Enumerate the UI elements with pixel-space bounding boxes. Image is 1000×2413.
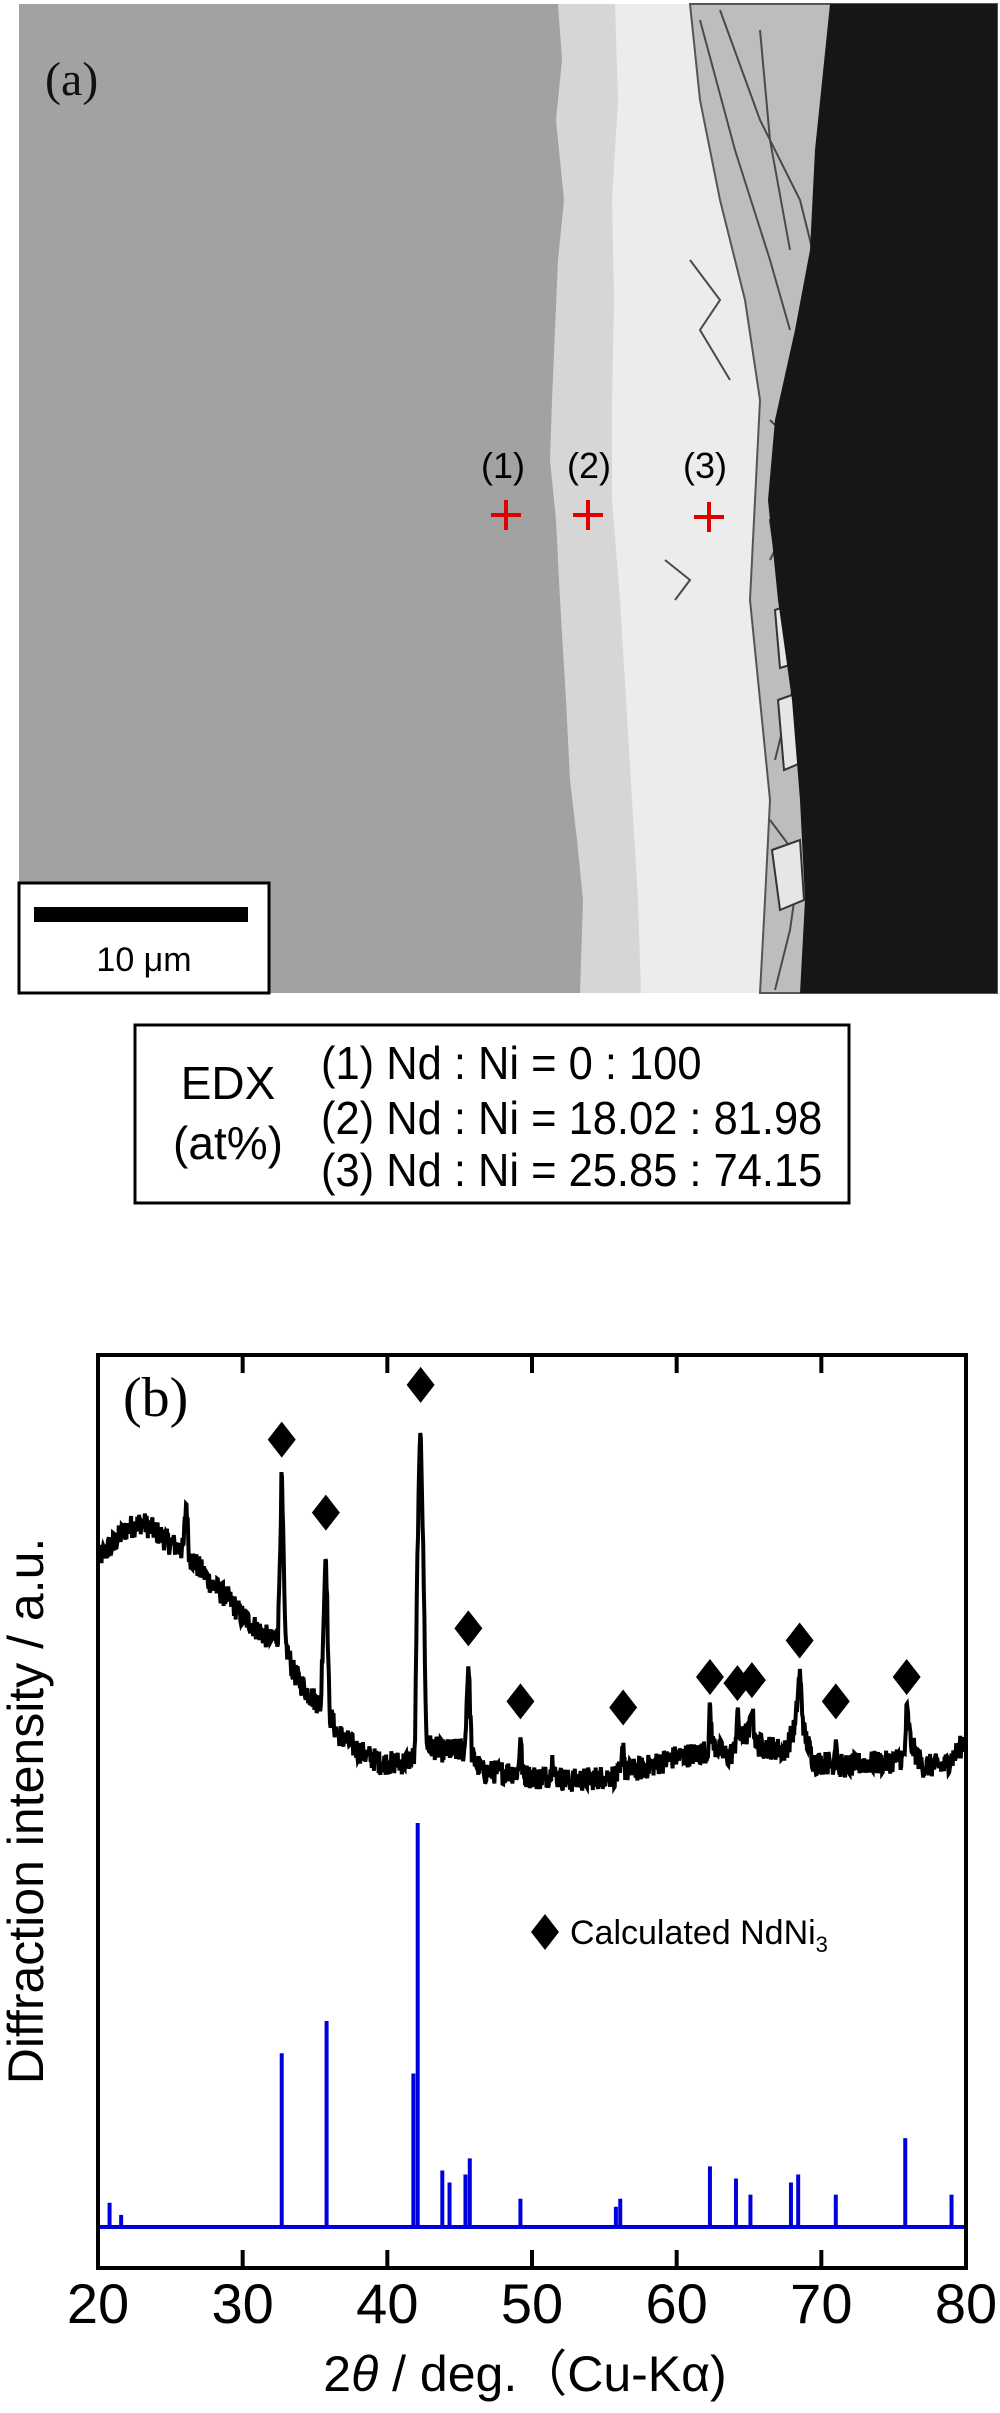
point-1-label: (1) <box>481 445 525 486</box>
point-2-label: (2) <box>567 445 611 486</box>
x-tick-label: 20 <box>67 2272 129 2335</box>
x-tick-label: 60 <box>646 2272 708 2335</box>
x-tick-label: 50 <box>501 2272 563 2335</box>
peak-diamond-icon <box>267 1421 296 1458</box>
peak-diamond-icon <box>454 1610 483 1647</box>
scale-bar-line <box>34 907 248 922</box>
peak-diamond-icon <box>892 1659 921 1696</box>
legend-label: Calculated NdNi3 <box>570 1914 828 1957</box>
edx-box: EDX (at%) (1) Nd : Ni = 0 : 100 (2) Nd :… <box>133 1023 851 1205</box>
point-3-group: (3) <box>683 445 727 532</box>
x-tick-label: 80 <box>935 2272 997 2335</box>
x-tick-label: 70 <box>790 2272 852 2335</box>
point-2-group: (2) <box>567 445 611 530</box>
edx-title: EDX <box>181 1057 276 1109</box>
edx-unit: (at%) <box>173 1117 283 1169</box>
peak-diamond-icon <box>821 1683 850 1720</box>
panel-b-label: (b) <box>123 1367 188 1429</box>
peak-diamond-icon <box>506 1683 535 1720</box>
peak-diamond-icon <box>695 1659 724 1696</box>
peak-diamond-icon <box>737 1662 766 1699</box>
peak-diamond-icon <box>785 1622 814 1659</box>
legend-subscript: 3 <box>816 1932 828 1957</box>
legend: Calculated NdNi3 <box>531 1914 828 1957</box>
edx-line-1: (1) Nd : Ni = 0 : 100 <box>321 1038 702 1089</box>
legend-text: Calculated NdNi <box>570 1914 816 1952</box>
peak-diamond-icon <box>406 1366 435 1403</box>
x-tick-label: 40 <box>356 2272 418 2335</box>
calculated-pattern <box>98 1823 966 2229</box>
edx-line-3: (3) Nd : Ni = 25.85 : 74.15 <box>321 1145 822 1196</box>
sem-image: (a) (1) (2) (3) 10 μm <box>17 3 998 995</box>
peak-diamond-icon <box>609 1689 638 1726</box>
scale-bar-label: 10 μm <box>96 941 191 979</box>
x-ticks <box>240 1355 824 2268</box>
x-axis-label: 2θ / deg.（Cu-Kα) <box>323 2346 726 2402</box>
point-3-plus-icon <box>694 502 724 532</box>
dark-region <box>768 4 997 993</box>
legend-diamond-icon <box>531 1914 559 1950</box>
panel-a-label: (a) <box>45 53 98 106</box>
point-1-group: (1) <box>481 445 525 530</box>
scale-bar: 10 μm <box>17 881 271 995</box>
peak-markers <box>267 1366 921 1726</box>
point-1-plus-icon <box>491 500 521 530</box>
measured-pattern <box>96 1432 967 1795</box>
y-axis-label: Diffraction intensity / a.u. <box>0 1538 54 2085</box>
plot-frame <box>96 1353 968 2270</box>
peak-diamond-icon <box>311 1494 340 1531</box>
measured-line <box>96 1432 967 1795</box>
x-tick-labels: 20 30 40 50 60 70 80 <box>67 2272 997 2335</box>
xrd-chart: 20 30 40 50 60 70 80 (b) Calculated NdNi3 2θ /… <box>0 1353 997 2402</box>
point-3-label: (3) <box>683 445 727 486</box>
x-tick-label: 30 <box>212 2272 274 2335</box>
edx-line-2: (2) Nd : Ni = 18.02 : 81.98 <box>321 1093 822 1144</box>
point-2-plus-icon <box>573 500 603 530</box>
